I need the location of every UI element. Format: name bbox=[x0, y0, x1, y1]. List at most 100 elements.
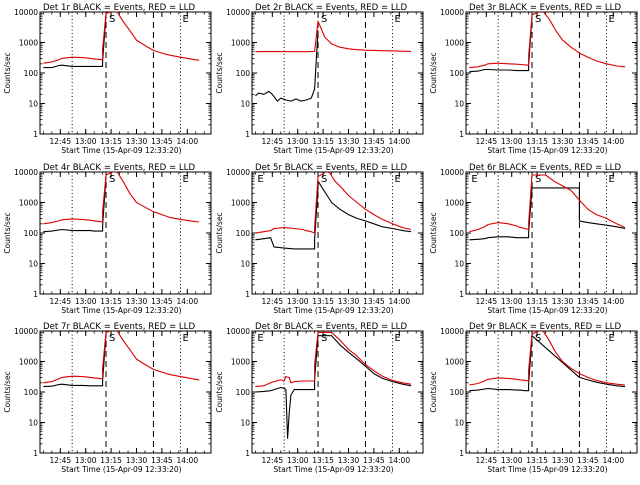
panel-det-6: Det 6r BLACK = Events, RED = LLD 1 10 100 10… bbox=[429, 163, 638, 315]
x-tick-label: 13:15 bbox=[100, 456, 122, 465]
series-group bbox=[469, 331, 626, 392]
x-tick-label: 14:00 bbox=[388, 456, 410, 465]
panel-title: Det 1r BLACK = Events, RED = LLD bbox=[43, 3, 195, 13]
series-group bbox=[255, 20, 412, 102]
plot-frame bbox=[39, 171, 212, 295]
x-tick-label: 13:30 bbox=[338, 137, 360, 146]
x-tick-label: 13:15 bbox=[526, 137, 548, 146]
x-tick-label: 13:30 bbox=[552, 137, 574, 146]
x-axis-label: Start Time (15-Apr-09 12:33:20) bbox=[273, 306, 393, 315]
panel-det-4: Det 4r BLACK = Events, RED = LLD 1 10 100 10… bbox=[3, 163, 212, 315]
x-tick-label: 13:15 bbox=[100, 297, 122, 306]
panel-title: Det 6r BLACK = Events, RED = LLD bbox=[469, 163, 621, 173]
plot-frame bbox=[251, 11, 424, 135]
flag-label-start: S bbox=[109, 174, 115, 185]
series-group bbox=[43, 172, 200, 233]
y-tick-label: 10000 bbox=[14, 327, 38, 336]
y-axis-label: Counts/sec bbox=[429, 52, 438, 93]
flag-label-start: S bbox=[321, 174, 327, 185]
x-tick-label: 13:45 bbox=[151, 456, 173, 465]
y-tick-label: 10 bbox=[240, 260, 250, 269]
x-tick-label: 13:00 bbox=[75, 456, 97, 465]
x-tick-label: 14:00 bbox=[602, 456, 624, 465]
series-events-line bbox=[255, 30, 319, 102]
x-tick-label: 13:00 bbox=[75, 297, 97, 306]
x-tick-label: 13:45 bbox=[363, 137, 385, 146]
y-tick-label: 1 bbox=[245, 130, 250, 139]
flag-label-end: E bbox=[609, 174, 615, 185]
y-tick-label: 10 bbox=[240, 100, 250, 109]
y-tick-label: 10000 bbox=[440, 8, 464, 17]
x-tick-label: 13:30 bbox=[338, 456, 360, 465]
series-events-line bbox=[43, 14, 107, 69]
y-tick-label: 1000 bbox=[231, 358, 250, 367]
y-axis-label: Counts/sec bbox=[215, 371, 224, 412]
y-tick-label: 10000 bbox=[226, 327, 250, 336]
series-lld-line bbox=[469, 12, 626, 69]
x-tick-label: 13:45 bbox=[363, 456, 385, 465]
x-axis-label: Start Time (15-Apr-09 12:33:20) bbox=[487, 306, 607, 315]
flag-label-end: E bbox=[183, 14, 189, 25]
series-events-line bbox=[43, 333, 107, 388]
y-tick-label: 10000 bbox=[14, 8, 38, 17]
x-tick-label: 13:15 bbox=[100, 137, 122, 146]
panel-title: Det 3r BLACK = Events, RED = LLD bbox=[469, 3, 621, 13]
y-tick-label: 100 bbox=[236, 229, 251, 238]
y-tick-label: 1000 bbox=[231, 39, 250, 48]
flag-label-end: E bbox=[183, 333, 189, 344]
flag-label-end: E bbox=[257, 174, 263, 185]
x-tick-label: 13:30 bbox=[126, 137, 148, 146]
y-axis-label: Counts/sec bbox=[3, 371, 12, 412]
x-tick-label: 13:45 bbox=[577, 297, 599, 306]
y-tick-label: 1 bbox=[459, 449, 464, 458]
series-lld-line bbox=[255, 172, 412, 234]
panel-title: Det 7r BLACK = Events, RED = LLD bbox=[43, 322, 195, 332]
y-tick-label: 10 bbox=[240, 419, 250, 428]
series-events-line bbox=[469, 187, 626, 241]
panel-det-8: Det 8r BLACK = Events, RED = LLD 1 10 100 10… bbox=[215, 322, 424, 474]
x-tick-label: 13:00 bbox=[287, 297, 309, 306]
x-tick-label: 12:45 bbox=[476, 297, 498, 306]
y-tick-label: 10000 bbox=[226, 168, 250, 177]
x-tick-label: 13:15 bbox=[312, 456, 334, 465]
flag-label-end: E bbox=[395, 174, 401, 185]
y-tick-label: 100 bbox=[24, 229, 39, 238]
panel-title: Det 2r BLACK = Events, RED = LLD bbox=[255, 3, 407, 13]
y-tick-label: 100 bbox=[236, 69, 251, 78]
x-tick-label: 13:45 bbox=[151, 137, 173, 146]
x-tick-label: 12:45 bbox=[262, 297, 284, 306]
x-tick-label: 12:45 bbox=[50, 297, 72, 306]
x-tick-label: 13:30 bbox=[552, 456, 574, 465]
x-tick-label: 14:00 bbox=[388, 137, 410, 146]
y-tick-label: 1 bbox=[33, 449, 38, 458]
series-group bbox=[255, 172, 412, 250]
x-tick-label: 13:15 bbox=[312, 137, 334, 146]
y-tick-label: 1 bbox=[245, 290, 250, 299]
x-tick-label: 14:00 bbox=[176, 137, 198, 146]
x-tick-label: 13:15 bbox=[312, 297, 334, 306]
series-lld-line bbox=[469, 174, 626, 233]
y-tick-label: 1 bbox=[245, 449, 250, 458]
y-tick-label: 10000 bbox=[440, 168, 464, 177]
x-tick-label: 14:00 bbox=[176, 297, 198, 306]
x-axis-label: Start Time (15-Apr-09 12:33:20) bbox=[61, 146, 181, 155]
flag-label-start: S bbox=[535, 174, 541, 185]
x-tick-label: 12:45 bbox=[476, 456, 498, 465]
series-group bbox=[43, 331, 200, 388]
y-tick-label: 1000 bbox=[445, 39, 464, 48]
plot-frame bbox=[465, 330, 638, 454]
plot-frame bbox=[465, 171, 638, 295]
x-axis-label: Start Time (15-Apr-09 12:33:20) bbox=[487, 465, 607, 474]
x-tick-label: 13:00 bbox=[501, 456, 523, 465]
x-tick-label: 14:00 bbox=[602, 137, 624, 146]
panel-title: Det 5r BLACK = Events, RED = LLD bbox=[255, 163, 407, 173]
panel-det-5: Det 5r BLACK = Events, RED = LLD 1 10 100 10… bbox=[215, 163, 424, 315]
series-group bbox=[255, 331, 412, 439]
x-axis-label: Start Time (15-Apr-09 12:33:20) bbox=[487, 146, 607, 155]
x-tick-label: 13:15 bbox=[526, 297, 548, 306]
series-lld-line bbox=[469, 331, 626, 386]
y-tick-label: 10 bbox=[28, 419, 38, 428]
series-events-line bbox=[255, 180, 412, 250]
flag-label-start: S bbox=[321, 14, 327, 25]
